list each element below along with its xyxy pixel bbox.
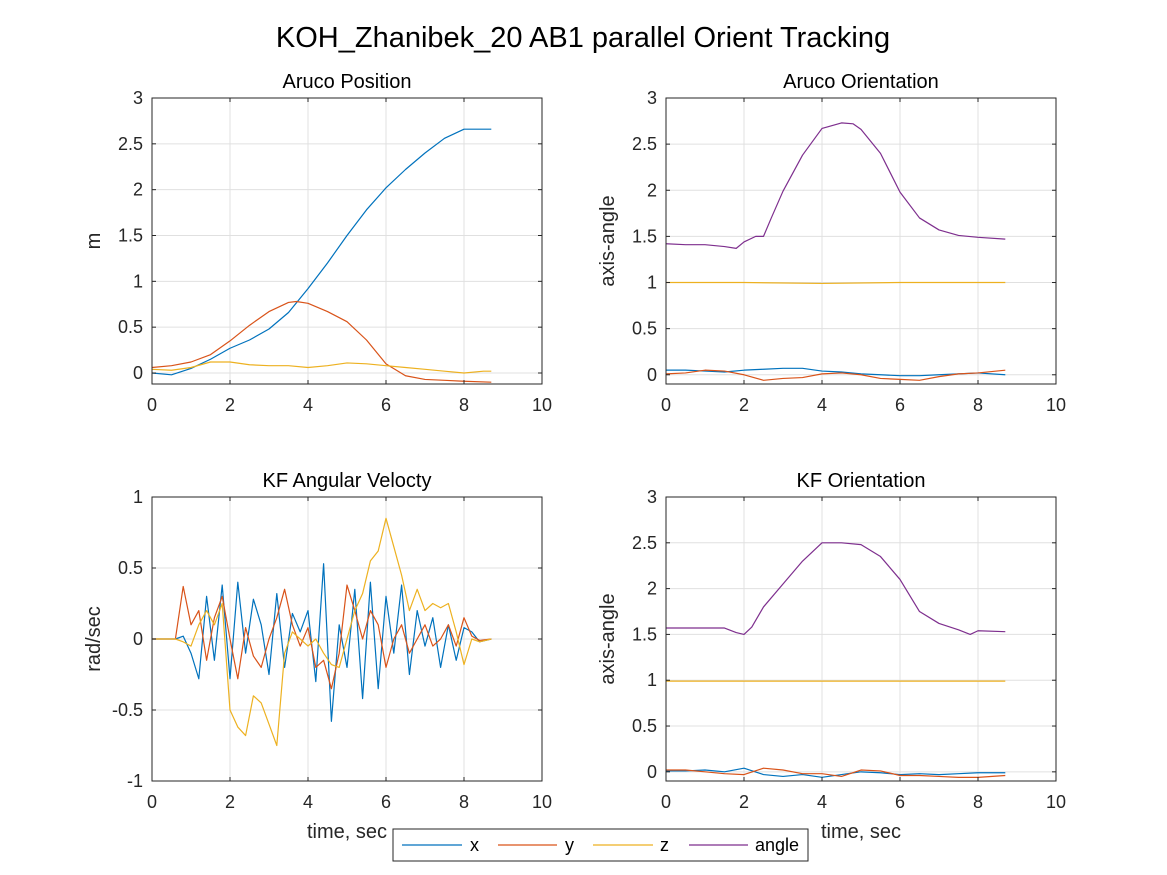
x-tick-label: 0 bbox=[147, 792, 157, 812]
series-line-y bbox=[152, 584, 492, 690]
x-tick-label: 0 bbox=[147, 395, 157, 415]
x-tick-label: 8 bbox=[973, 792, 983, 812]
x-tick-label: 10 bbox=[532, 792, 552, 812]
axes-title: KF Angular Velocty bbox=[263, 470, 432, 492]
legend-label: z bbox=[660, 835, 669, 855]
y-tick-label: 2 bbox=[647, 180, 657, 200]
y-tick-label: 0 bbox=[647, 365, 657, 385]
grid bbox=[152, 98, 542, 384]
legend: x y z angle bbox=[392, 828, 809, 862]
series-line-z bbox=[151, 361, 492, 374]
y-tick-label: 0.5 bbox=[632, 716, 657, 736]
y-axis-label: axis-angle bbox=[597, 593, 619, 684]
series-line-z bbox=[666, 281, 1006, 285]
x-tick-label: 4 bbox=[817, 792, 827, 812]
y-tick-label: 3 bbox=[647, 487, 657, 507]
series-line-angle bbox=[665, 122, 1006, 249]
series-line-x bbox=[152, 563, 492, 722]
series-line-y bbox=[151, 300, 492, 383]
panel-aruco-position: 0 2 4 6 8 10 0 0.5 1 1.5 2 2.5 3 Aruco Position m bbox=[83, 71, 552, 415]
legend-entry-z: z bbox=[593, 835, 669, 855]
y-tick-label: 1.5 bbox=[632, 226, 657, 246]
y-tick-label: 2 bbox=[647, 579, 657, 599]
x-tick-label: 4 bbox=[303, 395, 313, 415]
x-tick-label: 4 bbox=[817, 395, 827, 415]
y-tick-label: 2.5 bbox=[118, 134, 143, 154]
x-tick-label: 6 bbox=[381, 792, 391, 812]
legend-label: x bbox=[470, 835, 479, 855]
y-tick-label: 1.5 bbox=[632, 624, 657, 644]
x-tick-label: 6 bbox=[895, 792, 905, 812]
x-tick-label: 10 bbox=[1046, 792, 1066, 812]
x-tick-label: 6 bbox=[895, 395, 905, 415]
y-tick-label: 0 bbox=[133, 629, 143, 649]
panel-aruco-orientation: 0 2 4 6 8 10 0 0.5 1 1.5 2 2.5 3 Aruco Orientation axi… bbox=[597, 71, 1066, 415]
y-tick-label: 0 bbox=[133, 363, 143, 383]
legend-entry-x: x bbox=[402, 835, 479, 855]
y-axis-label: m bbox=[83, 233, 105, 250]
y-tick-label: 3 bbox=[647, 88, 657, 108]
x-tick-label: 2 bbox=[225, 395, 235, 415]
series-line-y bbox=[665, 369, 1006, 381]
y-tick-label: 3 bbox=[133, 88, 143, 108]
axes-title: Aruco Position bbox=[283, 71, 412, 93]
y-axis-label: axis-angle bbox=[597, 195, 619, 286]
x-tick-label: 2 bbox=[739, 395, 749, 415]
x-tick-label: 0 bbox=[661, 395, 671, 415]
x-tick-label: 10 bbox=[1046, 395, 1066, 415]
legend-entry-angle: angle bbox=[689, 835, 799, 855]
x-tick-label: 8 bbox=[459, 395, 469, 415]
y-tick-label: 1 bbox=[133, 487, 143, 507]
y-tick-label: 1.5 bbox=[118, 226, 143, 246]
x-tick-label: 8 bbox=[973, 395, 983, 415]
x-tick-label: 2 bbox=[739, 792, 749, 812]
series-line-y bbox=[666, 767, 1006, 778]
x-tick-label: 10 bbox=[532, 395, 552, 415]
y-tick-label: -1 bbox=[127, 771, 143, 791]
series-line-x bbox=[666, 767, 1006, 778]
x-tick-label: 2 bbox=[225, 792, 235, 812]
figure-title: KOH_Zhanibek_20 AB1 parallel Orient Trac… bbox=[276, 22, 890, 54]
x-axis-label: time, sec bbox=[821, 821, 901, 843]
y-tick-label: 0.5 bbox=[632, 319, 657, 339]
y-tick-label: 2.5 bbox=[632, 134, 657, 154]
y-tick-label: 0.5 bbox=[118, 317, 143, 337]
axes-frame bbox=[665, 97, 1057, 385]
y-tick-label: 2 bbox=[133, 180, 143, 200]
plot-area bbox=[665, 496, 1057, 782]
x-tick-label: 0 bbox=[661, 792, 671, 812]
y-tick-label: 0.5 bbox=[118, 558, 143, 578]
y-tick-label: -0.5 bbox=[112, 700, 143, 720]
y-tick-label: 2.5 bbox=[632, 533, 657, 553]
x-tick-label: 8 bbox=[459, 792, 469, 812]
axes-title: KF Orientation bbox=[797, 470, 926, 492]
legend-entry-y: y bbox=[498, 835, 574, 855]
axes-frame bbox=[151, 97, 543, 385]
plot-area bbox=[665, 97, 1057, 385]
series-line-x bbox=[151, 128, 492, 376]
axes-title: Aruco Orientation bbox=[783, 71, 939, 93]
y-tick-label: 1 bbox=[133, 271, 143, 291]
panel-kf-orientation: 0 2 4 6 8 10 0 0.5 1 1.5 2 2.5 3 KF Orientation axis-a… bbox=[597, 470, 1066, 843]
plot-area bbox=[151, 97, 543, 385]
x-tick-label: 6 bbox=[381, 395, 391, 415]
series-line-x bbox=[666, 367, 1006, 377]
x-tick-label: 4 bbox=[303, 792, 313, 812]
y-tick-label: 0 bbox=[647, 762, 657, 782]
grid bbox=[666, 497, 1056, 781]
panel-kf-angular-velocty: 0 2 4 6 8 10 -1 -0.5 0 0.5 1 KF Angular Velocty rad/… bbox=[83, 470, 552, 843]
legend-label: angle bbox=[755, 835, 799, 855]
x-axis-label: time, sec bbox=[307, 821, 387, 843]
legend-label: y bbox=[565, 835, 574, 855]
y-tick-label: 1 bbox=[647, 670, 657, 690]
series-line-z bbox=[152, 517, 492, 747]
axes-frame bbox=[665, 496, 1057, 782]
y-axis-label: rad/sec bbox=[83, 606, 105, 672]
series-line-angle bbox=[666, 542, 1006, 636]
y-tick-label: 1 bbox=[647, 273, 657, 293]
